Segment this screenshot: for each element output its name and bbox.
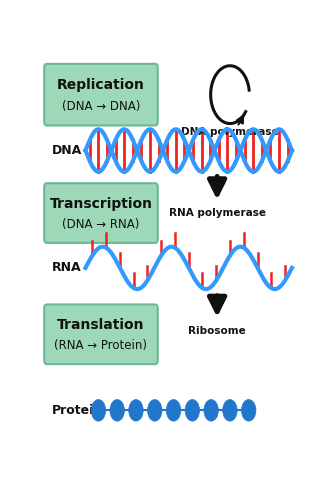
Text: Protein: Protein [52,404,103,417]
Circle shape [166,400,181,421]
Text: (DNA → DNA): (DNA → DNA) [62,100,140,113]
Text: DNA: DNA [52,144,82,157]
Text: Ribosome: Ribosome [188,326,246,336]
Text: Transcription: Transcription [50,197,153,211]
FancyBboxPatch shape [44,183,158,243]
Text: RNA: RNA [52,262,82,274]
Text: Translation: Translation [57,318,145,332]
Text: (DNA → RNA): (DNA → RNA) [62,218,140,231]
Text: RNA polymerase: RNA polymerase [168,208,266,218]
FancyBboxPatch shape [44,64,158,126]
Circle shape [241,400,256,421]
Circle shape [129,400,143,421]
Text: (RNA → Protein): (RNA → Protein) [55,339,148,352]
Circle shape [185,400,199,421]
Circle shape [223,400,237,421]
Text: DNA polymerase: DNA polymerase [181,128,279,138]
FancyBboxPatch shape [44,304,158,364]
Circle shape [91,400,106,421]
Circle shape [204,400,218,421]
Circle shape [110,400,125,421]
Circle shape [148,400,162,421]
Text: Replication: Replication [57,78,145,92]
